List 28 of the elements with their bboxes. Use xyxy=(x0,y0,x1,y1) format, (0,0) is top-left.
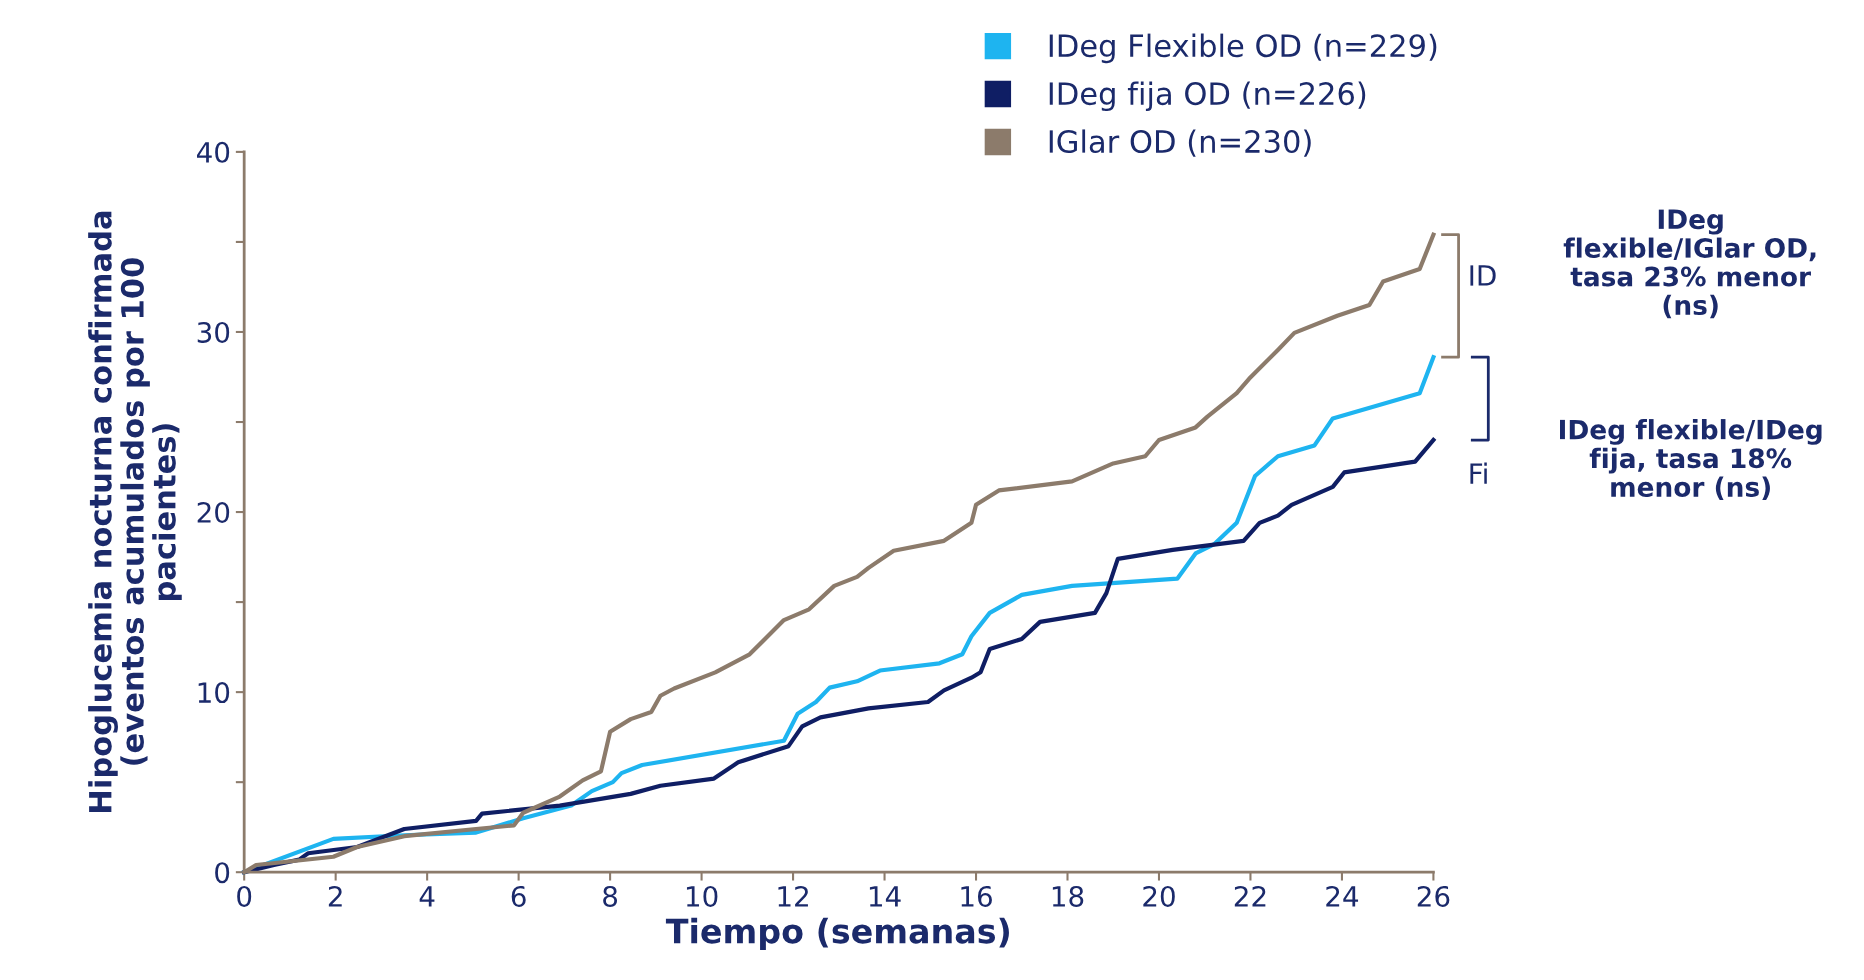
x-axis-title: Tiempo (semanas) xyxy=(665,917,1009,951)
text: IDeg flexible/IGlar OD, tasa 23% menor (ns) xyxy=(1563,209,1816,319)
x-tick-label: 2 xyxy=(328,885,342,907)
x-tick-label: 12 xyxy=(778,885,808,907)
y-tick-label: 0 xyxy=(215,862,230,884)
x-tick-label: 20 xyxy=(1143,885,1175,907)
text: ID xyxy=(1470,265,1496,286)
x-tick-label: 26 xyxy=(1417,885,1450,907)
x-tick-label: 6 xyxy=(511,885,526,907)
text: IDeg flexible/IDeg fija, tasa 18% menor (ns) xyxy=(1559,419,1822,501)
y-tick-label: 30 xyxy=(197,321,230,343)
y-tick-label: 40 xyxy=(197,141,230,163)
x-tick-label: 10 xyxy=(686,885,718,907)
legend-label: IGlar OD (n=230) xyxy=(1049,129,1311,157)
text: Fi xyxy=(1470,462,1487,484)
x-tick-label: 4 xyxy=(419,886,435,907)
x-tick-label: 16 xyxy=(961,885,992,907)
x-tick-label: 22 xyxy=(1234,885,1266,907)
legend-label: IDeg fija OD (n=226) xyxy=(1049,81,1366,112)
y-tick-label: 20 xyxy=(197,501,230,523)
legend-label: IDeg Flexible OD (n=229) xyxy=(1049,33,1437,64)
x-tick-label: 0 xyxy=(237,885,252,907)
y-axis-title: Hipoglucemia nocturna confirmada (eventos acumulados por 100 pacientes) xyxy=(88,211,182,812)
y-tick-label: 10 xyxy=(198,682,230,704)
x-tick-label: 24 xyxy=(1326,885,1359,907)
x-tick-label: 8 xyxy=(603,885,618,907)
x-tick-label: 14 xyxy=(869,886,901,907)
x-tick-label: 18 xyxy=(1052,885,1084,907)
